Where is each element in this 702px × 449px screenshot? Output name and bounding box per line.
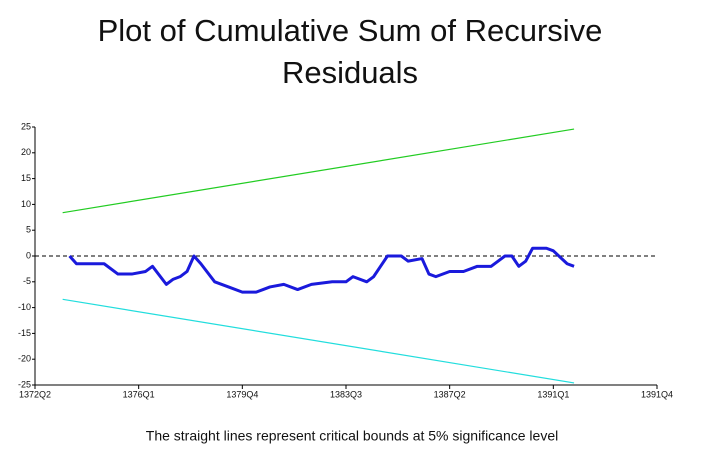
page: Plot of Cumulative Sum of Recursive Resi… [0,0,702,449]
chart-note: The straight lines represent critical bo… [146,428,558,444]
y-tick-label: 10 [21,199,31,209]
x-tick-label: 1383Q3 [330,389,362,399]
y-tick-label: -20 [18,354,31,364]
y-tick-label: -15 [18,328,31,338]
series-line [63,299,574,383]
y-tick-label: -5 [23,276,31,286]
x-tick-label: 1391Q4 [641,389,673,399]
x-tick-label: 1391Q1 [537,389,569,399]
y-tick-label: 25 [21,121,31,131]
y-tick-label: 5 [26,225,31,235]
y-tick-label: -10 [18,302,31,312]
chart: The straight lines represent critical bo… [0,0,702,449]
series-line [63,129,574,213]
y-tick-label: -25 [18,379,31,389]
series-line [70,248,575,292]
x-tick-label: 1387Q2 [434,389,466,399]
x-tick-label: 1379Q4 [226,389,258,399]
y-tick-label: 0 [26,250,31,260]
y-tick-label: 15 [21,173,31,183]
x-tick-label: 1372Q2 [19,389,51,399]
y-tick-label: 20 [21,147,31,157]
x-tick-label: 1376Q1 [123,389,155,399]
